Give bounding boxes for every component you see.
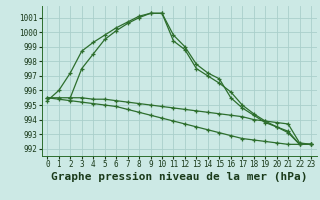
X-axis label: Graphe pression niveau de la mer (hPa): Graphe pression niveau de la mer (hPa) [51, 172, 308, 182]
